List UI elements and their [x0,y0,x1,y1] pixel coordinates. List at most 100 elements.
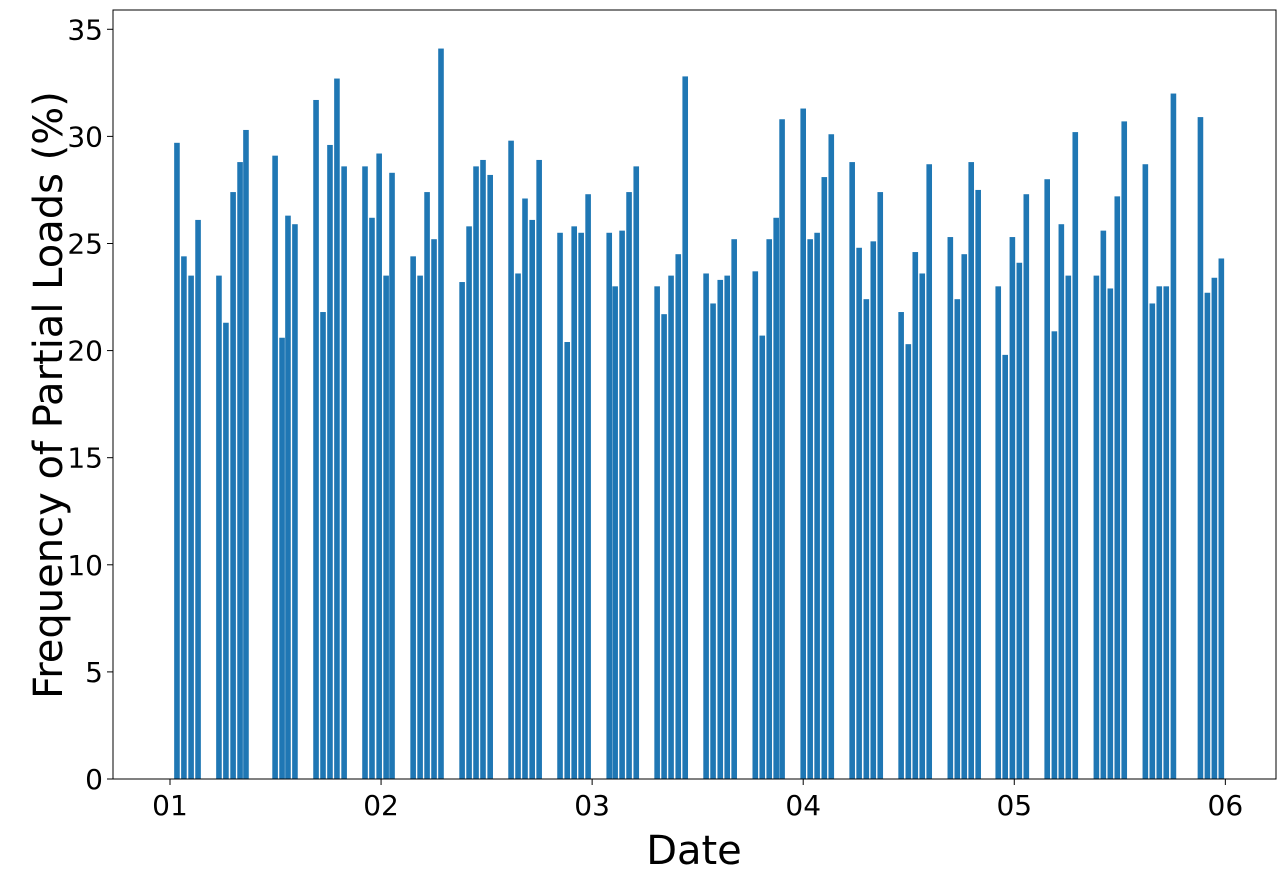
bar [710,303,716,779]
y-axis-label: Frequency of Partial Loads (%) [26,91,72,699]
bar [1170,93,1177,779]
bar [515,273,521,779]
bar [870,241,877,779]
bar [487,174,493,779]
x-tick-label: 02 [363,789,399,822]
x-tick-label: 05 [996,789,1032,822]
bar [243,129,249,779]
bar [1100,230,1107,779]
bar [417,275,423,779]
bar [320,312,326,779]
bar [480,159,486,780]
bar [341,166,347,779]
bar [606,232,613,780]
y-tick-label: 35 [67,13,103,46]
bar [752,271,759,779]
bar [995,286,1002,779]
bar [536,159,542,780]
bar [877,192,884,780]
bar [564,342,571,779]
bar [529,219,535,780]
bar [1058,224,1065,780]
bar [1197,117,1204,779]
bar [376,153,382,779]
bar [919,273,926,779]
y-tick-label: 30 [67,120,103,153]
bar [1211,277,1218,779]
bar [766,239,773,779]
bar [724,275,731,779]
bar [216,275,222,779]
bar [954,299,961,779]
bar [522,198,528,779]
bar [223,322,229,779]
bar [362,166,368,779]
bar [230,192,236,780]
bar [195,219,201,780]
bar [1002,354,1008,779]
x-tick-label: 01 [152,789,188,822]
bar [1107,288,1114,779]
y-tick-label: 10 [67,549,103,582]
bar [968,162,975,779]
bar [459,282,465,779]
bar [821,177,828,779]
bar [807,239,813,779]
bar [1072,132,1079,780]
bar [466,226,472,779]
bar [1121,121,1128,779]
bar [668,275,674,779]
bar [1051,331,1058,779]
bar [1009,237,1016,780]
bar [1114,196,1121,780]
bar [849,162,855,779]
bar [814,232,820,780]
bar [431,239,437,779]
bar [181,256,187,779]
bar [779,119,785,780]
x-tick-label: 03 [574,789,610,822]
bar [389,172,395,780]
bar [863,299,870,779]
bar [961,254,968,779]
bar [272,155,278,780]
bar [571,226,577,779]
bar [661,314,667,779]
x-tick-label: 06 [1208,789,1244,822]
bar [508,140,514,779]
bar [682,76,689,779]
bar [654,286,660,779]
bar [424,192,430,780]
bar [1163,286,1170,779]
bar [237,162,243,779]
bar [585,194,591,779]
bar [327,144,333,780]
bar [1204,292,1211,779]
bar [1149,303,1156,779]
bar [1044,179,1050,779]
x-tick-label: 04 [785,789,821,822]
bar [1023,194,1030,779]
bar [578,232,584,780]
bar [947,237,954,780]
bar [856,247,862,779]
bar [410,256,416,779]
bar [279,337,285,779]
bar [926,164,933,780]
bar [759,335,766,779]
bar [675,254,682,779]
bar [717,279,724,779]
bar [619,230,625,779]
bar [473,166,479,779]
bar [292,224,298,780]
bar [1093,275,1100,779]
bar [1218,258,1225,779]
bar [731,239,737,779]
bar [285,215,291,779]
bar [612,286,618,779]
bar [898,312,904,779]
y-tick-label: 15 [67,442,103,475]
bar [1065,275,1072,779]
bar [975,189,981,779]
